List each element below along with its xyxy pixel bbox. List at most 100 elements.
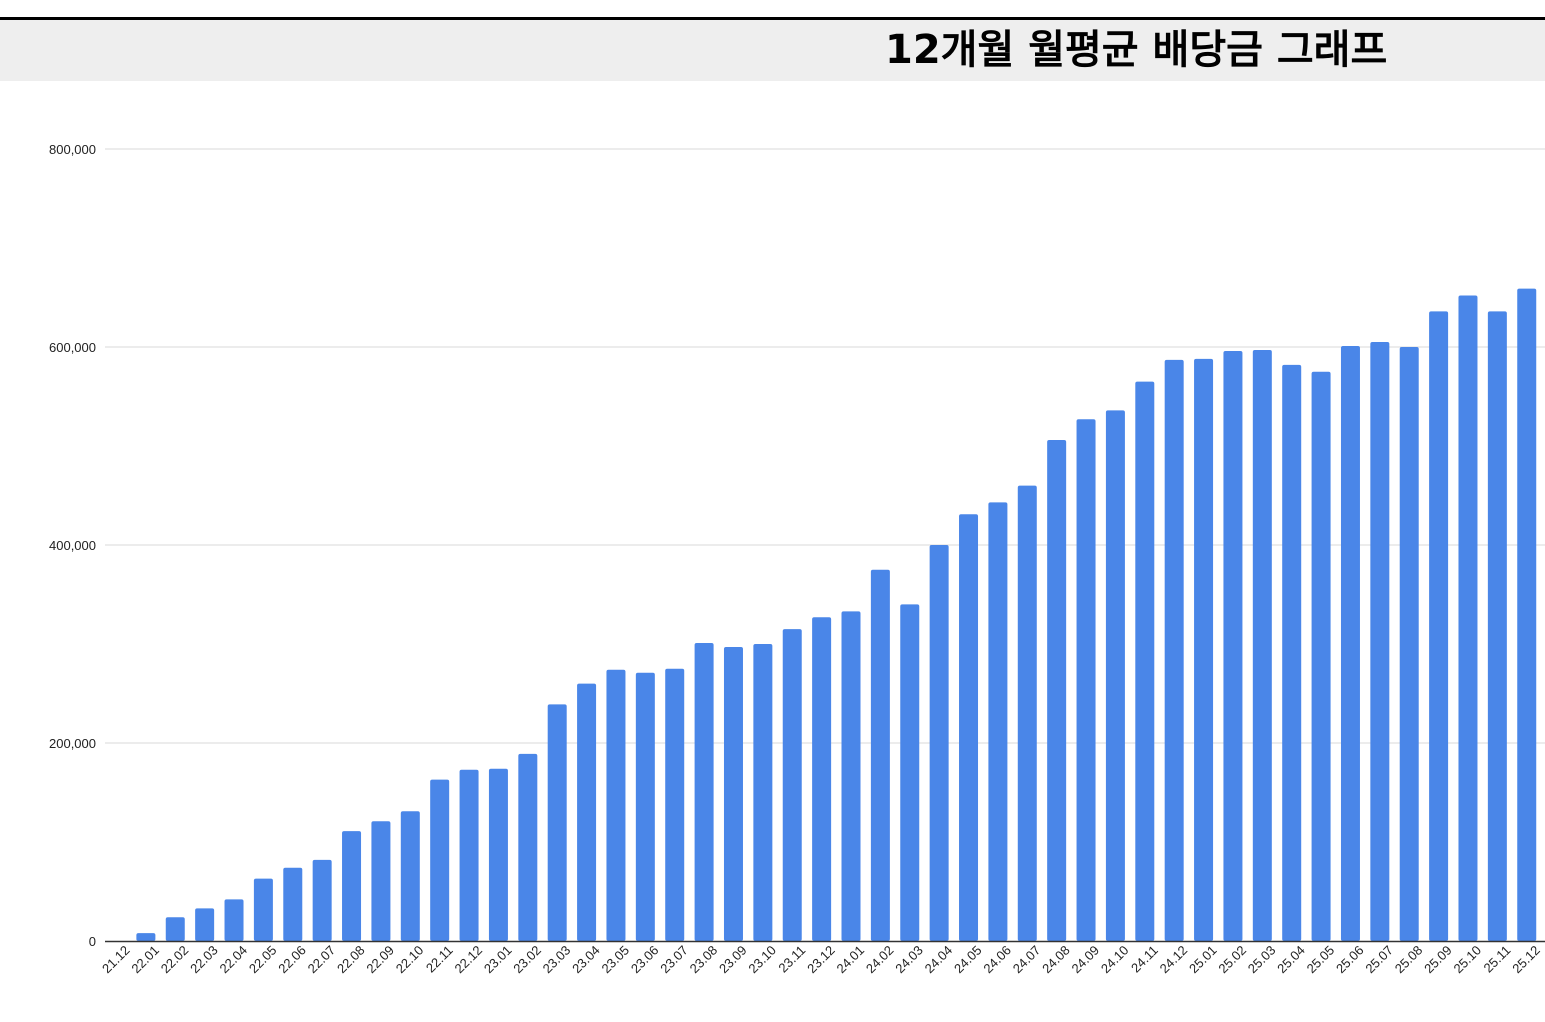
bar [753,644,773,941]
y-tick-label: 400,000 [49,538,96,553]
bar [1164,359,1184,941]
x-tick-label: 22.11 [423,943,456,976]
bar [400,811,420,941]
x-tick-label: 24.10 [1098,943,1132,977]
bar [782,629,802,941]
x-tick-label: 23.10 [745,943,779,977]
x-tick-label: 25.08 [1392,943,1426,977]
title-band [0,20,1545,81]
x-tick-label: 21.12 [99,943,133,977]
bar [224,899,244,941]
x-tick-label: 23.11 [775,943,808,976]
x-tick-label: 23.04 [569,943,603,977]
x-tick-label: 23.03 [540,943,574,977]
y-tick-label: 800,000 [49,142,96,157]
bar [1223,350,1243,942]
bar [371,821,391,941]
top-rule [0,17,1545,20]
bar [1017,485,1037,941]
x-tick-label: 25.07 [1362,943,1396,977]
x-tick-label: 24.05 [951,943,985,977]
bar [606,669,626,941]
y-tick-label: 600,000 [49,340,96,355]
x-tick-label: 23.05 [598,943,632,977]
bar [1282,364,1302,941]
x-tick-label: 23.12 [804,943,838,977]
bar [723,646,743,941]
bar [900,604,920,941]
bar [195,908,215,941]
bar [1194,358,1214,941]
x-tick-label: 22.03 [187,943,221,977]
bar [430,779,450,941]
bar [1340,346,1360,941]
x-tick-label: 22.05 [246,943,280,977]
x-tick-label: 24.06 [980,943,1014,977]
bar [959,514,979,941]
x-tick-label: 24.03 [892,943,926,977]
bar [165,917,185,941]
bar [1047,440,1067,941]
x-tick-label: 24.04 [922,943,956,977]
x-tick-label: 23.09 [716,943,750,977]
bar [841,611,861,941]
bar [488,768,508,941]
bar [665,668,685,941]
y-tick-label: 0 [89,934,96,949]
x-tick-label: 22.04 [217,943,251,977]
x-tick-label: 25.05 [1304,943,1338,977]
bar [253,878,273,941]
bar [870,569,890,941]
bar [1429,311,1449,941]
y-tick-label: 200,000 [49,736,96,751]
x-tick-label: 22.08 [334,943,368,977]
bar [1076,419,1096,941]
bar [812,617,832,941]
x-tick-label: 23.07 [657,943,691,977]
x-tick-label: 22.07 [305,943,339,977]
bar [312,859,332,941]
bar [988,502,1008,941]
bar [1311,371,1331,941]
chart-title: 12개월 월평균 배당금 그래프 [885,27,1388,73]
x-tick-label: 25.04 [1274,943,1308,977]
x-tick-label: 22.09 [363,943,397,977]
x-tick-label: 23.01 [481,943,515,977]
x-tick-label: 22.02 [158,943,192,977]
bar [1252,349,1272,942]
bar [1105,410,1125,941]
x-tick-label: 22.01 [128,943,162,977]
bar [283,867,303,941]
x-tick-label: 22.12 [452,943,486,977]
x-tick-label: 25.03 [1245,943,1279,977]
x-tick-label: 24.07 [1010,943,1044,977]
bar [694,643,714,941]
bar [518,753,538,941]
bar [1399,347,1419,941]
x-tick-label: 24.01 [834,943,868,977]
x-tick-label: 25.09 [1421,943,1455,977]
bar [1517,288,1537,942]
x-tick-label: 25.10 [1450,943,1484,977]
x-tick-label: 25.01 [1186,943,1220,977]
x-tick-label: 25.12 [1509,943,1543,977]
x-tick-label: 22.06 [275,943,309,977]
x-tick-label: 23.08 [687,943,721,977]
bar [1458,295,1478,941]
x-tick-label: 22.10 [393,943,427,977]
bar [459,769,479,941]
x-tick-label: 24.12 [1157,943,1191,977]
x-tick-label: 23.02 [510,943,544,977]
bar [929,545,949,941]
x-tick-label: 24.02 [863,943,897,977]
x-tick-label: 24.08 [1039,943,1073,977]
x-tick-label: 25.11 [1481,943,1514,976]
bar [577,683,597,941]
bar [136,933,156,941]
bar [547,704,567,941]
bar [1135,381,1155,941]
x-tick-label: 25.02 [1215,943,1249,977]
bar [635,672,655,941]
bar [1487,311,1507,941]
